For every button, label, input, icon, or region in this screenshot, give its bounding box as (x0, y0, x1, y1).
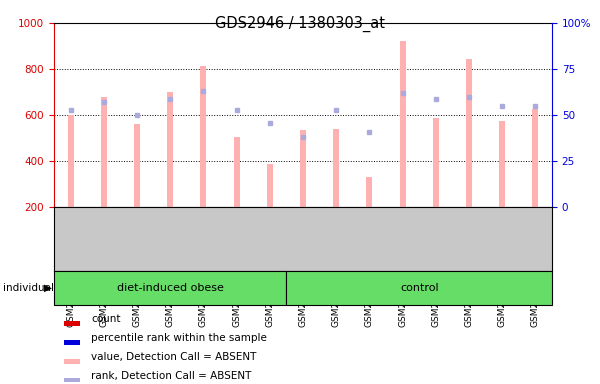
Bar (267, 164, 273, 207)
Text: count: count (91, 314, 121, 324)
Text: percentile rank within the sample: percentile rank within the sample (91, 333, 267, 343)
Bar (68, 115, 74, 207)
Bar (200, 66, 206, 207)
Bar (233, 137, 239, 207)
Bar (499, 121, 505, 207)
Bar (54, 271, 286, 305)
Bar (286, 271, 552, 305)
Text: individual: individual (3, 283, 54, 293)
Text: rank, Detection Call = ABSENT: rank, Detection Call = ABSENT (91, 371, 252, 381)
Bar (300, 130, 306, 207)
Text: ▶: ▶ (44, 283, 52, 293)
Bar (433, 118, 439, 207)
Bar (64, 321, 80, 326)
Bar (64, 340, 80, 345)
Bar (64, 359, 80, 364)
Text: control: control (400, 283, 439, 293)
Bar (333, 129, 339, 207)
Text: diet-induced obese: diet-induced obese (117, 283, 224, 293)
Text: GDS2946 / 1380303_at: GDS2946 / 1380303_at (215, 15, 385, 31)
Bar (400, 41, 406, 207)
Bar (101, 97, 107, 207)
Bar (367, 177, 373, 207)
Bar (167, 92, 173, 207)
Bar (64, 378, 80, 382)
Bar (532, 109, 538, 207)
Bar (134, 124, 140, 207)
Bar (466, 59, 472, 207)
Text: value, Detection Call = ABSENT: value, Detection Call = ABSENT (91, 352, 257, 362)
